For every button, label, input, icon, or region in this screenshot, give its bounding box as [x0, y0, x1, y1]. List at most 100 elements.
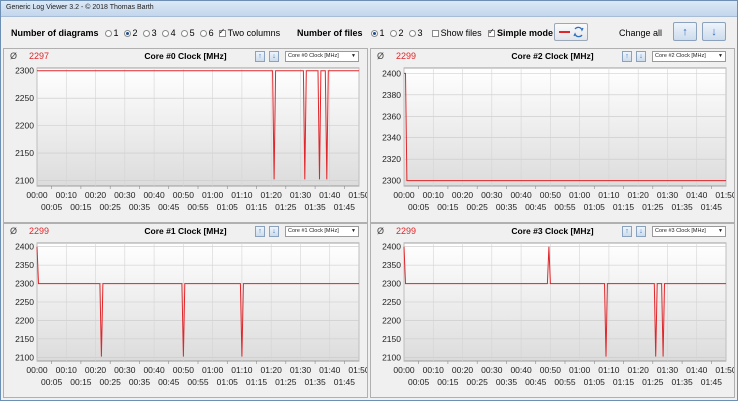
- y-tick-label: 2250: [15, 297, 34, 307]
- x-tick-label: 01:40: [686, 190, 708, 200]
- show-files-check[interactable]: [431, 29, 439, 37]
- file-option-2[interactable]: 2: [389, 28, 404, 38]
- diagram-radio-6[interactable]: [199, 29, 207, 37]
- diagram-option-label: 2: [132, 28, 138, 38]
- diagram-radio-1[interactable]: [104, 29, 112, 37]
- x-tick-label: 01:20: [628, 190, 650, 200]
- swap-icon: [559, 26, 584, 38]
- panel-up-button[interactable]: ↑: [255, 226, 265, 237]
- file-option-1[interactable]: 1: [370, 28, 385, 38]
- change-all-up-button[interactable]: ↑: [673, 22, 697, 41]
- file-option-label: 3: [417, 28, 423, 38]
- x-tick-label: 00:25: [467, 377, 489, 387]
- diagram-option-1[interactable]: 1: [104, 28, 119, 38]
- panel-title: Core #1 Clock [MHz]: [144, 226, 227, 236]
- x-tick-label: 01:05: [584, 377, 606, 387]
- panel-up-button[interactable]: ↑: [255, 51, 265, 62]
- x-tick-label: 00:20: [452, 190, 474, 200]
- panel-down-button[interactable]: ↓: [636, 51, 646, 62]
- x-tick-label: 00:35: [496, 377, 518, 387]
- diagram-option-5[interactable]: 5: [180, 28, 195, 38]
- x-tick-label: 00:50: [540, 365, 562, 375]
- x-tick-label: 00:55: [187, 202, 209, 212]
- diagram-option-2[interactable]: 2: [123, 28, 138, 38]
- x-tick-label: 01:40: [319, 365, 341, 375]
- x-tick-label: 00:05: [408, 202, 430, 212]
- x-tick-label: 01:45: [701, 377, 723, 387]
- y-tick-label: 2350: [382, 260, 401, 270]
- series-select[interactable]: Core #1 Clock [MHz] ▼: [285, 226, 359, 237]
- arrow-down-icon: ↓: [272, 228, 276, 235]
- panel-up-button[interactable]: ↑: [622, 51, 632, 62]
- chart-panel-core0: Ø 2297 Core #0 Clock [MHz] ↑ ↓ Core #0 Clock …: [3, 48, 368, 223]
- y-tick-label: 2340: [382, 133, 401, 143]
- y-tick-label: 2200: [382, 315, 401, 325]
- diagram-option-3[interactable]: 3: [142, 28, 157, 38]
- file-option-3[interactable]: 3: [408, 28, 423, 38]
- x-tick-label: 01:00: [569, 365, 591, 375]
- diagram-option-label: 5: [189, 28, 195, 38]
- diagram-radio-5[interactable]: [180, 29, 188, 37]
- mode-toggle-button[interactable]: [554, 23, 588, 41]
- simple-mode-group[interactable]: Simple mode: [488, 27, 553, 38]
- file-radio-1[interactable]: [370, 29, 378, 37]
- file-radio-2[interactable]: [389, 29, 397, 37]
- x-tick-label: 00:30: [481, 190, 503, 200]
- x-tick-label: 01:25: [275, 377, 297, 387]
- x-tick-label: 00:50: [540, 190, 562, 200]
- y-tick-label: 2100: [15, 352, 34, 362]
- panel-up-button[interactable]: ↑: [622, 226, 632, 237]
- x-tick-label: 00:45: [158, 202, 180, 212]
- x-tick-label: 00:00: [26, 365, 48, 375]
- x-tick-label: 00:15: [70, 377, 92, 387]
- arrow-up-icon: ↑: [258, 228, 262, 235]
- file-radio-3[interactable]: [408, 29, 416, 37]
- x-tick-label: 00:35: [129, 202, 151, 212]
- plot-area: [403, 67, 727, 187]
- x-tick-label: 00:10: [56, 190, 78, 200]
- series-select[interactable]: Core #0 Clock [MHz] ▼: [285, 51, 359, 62]
- diagram-count-group: Number of diagrams 1 2 3 4 5 6 Two columns: [11, 27, 285, 39]
- panel-down-button[interactable]: ↓: [636, 226, 646, 237]
- arrow-up-icon: ↑: [258, 53, 262, 60]
- file-count-group: Number of files 1 2 3 Show files: [297, 28, 487, 38]
- x-tick-label: 01:35: [304, 202, 326, 212]
- x-tick-label: 01:30: [290, 190, 312, 200]
- two-columns-label: Two columns: [227, 28, 281, 38]
- two-columns-check[interactable]: [218, 27, 226, 37]
- change-all-down-button[interactable]: ↓: [702, 22, 726, 41]
- x-tick-label: 00:30: [114, 365, 136, 375]
- x-tick-label: 01:10: [598, 365, 620, 375]
- panel-down-button[interactable]: ↓: [269, 226, 279, 237]
- arrow-down-icon: ↓: [639, 53, 643, 60]
- series-select[interactable]: Core #3 Clock [MHz] ▼: [652, 226, 726, 237]
- panel-header: Ø 2297 Core #0 Clock [MHz] ↑ ↓ Core #0 Clock …: [4, 49, 367, 64]
- x-tick-label: 01:20: [628, 365, 650, 375]
- diagram-option-label: 1: [113, 28, 119, 38]
- x-tick-label: 01:20: [261, 365, 283, 375]
- x-tick-label: 01:25: [642, 202, 664, 212]
- diagram-option-4[interactable]: 4: [161, 28, 176, 38]
- diagram-radio-3[interactable]: [142, 29, 150, 37]
- diagram-radio-4[interactable]: [161, 29, 169, 37]
- two-columns-checkbox[interactable]: Two columns: [218, 27, 281, 38]
- panel-down-button[interactable]: ↓: [269, 51, 279, 62]
- show-files-checkbox[interactable]: Show files: [431, 28, 482, 38]
- simple-mode-check[interactable]: [488, 27, 495, 37]
- y-tick-label: 2300: [382, 279, 401, 289]
- panel-header: Ø 2299 Core #2 Clock [MHz] ↑ ↓ Core #2 Clock …: [371, 49, 734, 64]
- series-select[interactable]: Core #2 Clock [MHz] ▼: [652, 51, 726, 62]
- chart-svg: 2100 2150 2200 2250 2300 2350 2400 00:00 00:10 00…: [382, 242, 734, 387]
- y-tick-label: 2100: [382, 352, 401, 362]
- x-tick-label: 00:00: [26, 190, 48, 200]
- y-tick-label: 2150: [382, 334, 401, 344]
- num-files-label: Number of files: [297, 28, 363, 38]
- chart-svg: 2300 2320 2340 2360 2380 2400 00:00 00:10 00:20 0…: [382, 67, 734, 212]
- x-tick-label: 00:15: [437, 202, 459, 212]
- diagram-radio-2[interactable]: [123, 29, 131, 37]
- x-tick-label: 00:30: [481, 365, 503, 375]
- y-tick-label: 2350: [15, 260, 34, 270]
- x-tick-label: 01:35: [671, 202, 693, 212]
- title-bar: Generic Log Viewer 3.2 - © 2018 Thomas B…: [1, 1, 737, 17]
- diagram-option-6[interactable]: 6: [199, 28, 214, 38]
